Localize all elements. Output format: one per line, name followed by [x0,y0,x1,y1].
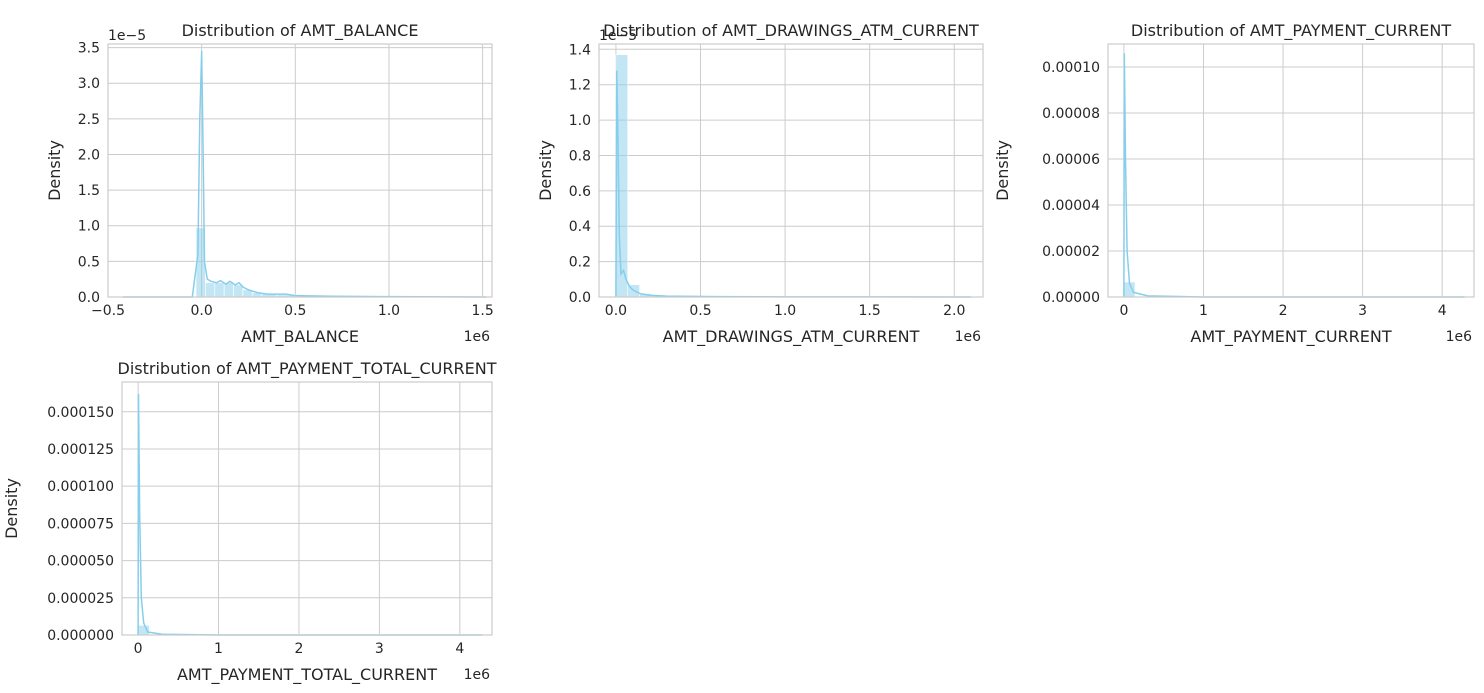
chart-title: Distribution of AMT_PAYMENT_TOTAL_CURREN… [118,359,497,379]
subplot-2: 0.0 0.5 1.0 1.5 2.0 0.0 0.2 0.4 0.6 0.8 1.0 1.2 1.4 D… [536,21,984,347]
gridlines [107,44,492,298]
y-tick-label: 3.0 [78,76,100,92]
y-tick-label: 3.5 [78,41,100,57]
y-tick-label: 0.2 [569,255,591,271]
y-tick-label: 0.00010 [1042,60,1100,76]
gridlines [122,382,492,636]
y-tick-label: 0.00004 [1042,198,1100,214]
kde-line [122,51,487,298]
x-tick-label: 1.5 [472,303,494,319]
kde-line [137,393,483,636]
y-tick-label: 0.000100 [47,479,114,495]
x-tick-label: 4 [455,641,464,657]
subplot-1: −0.5 0.0 0.5 1.0 1.50.00.51.01.52.02.53.03.5… [45,21,494,347]
y-tick-label: 2.5 [78,112,100,128]
histogram-bar [233,284,244,298]
y-tick-label: 1.2 [569,78,591,94]
y-tick-label: 1.4 [569,42,591,58]
y-tick-label: 0.000075 [47,516,114,532]
y-tick-label: 2.0 [78,147,100,163]
y-tick-label: 0.0 [569,290,591,306]
x-tick-label: 4 [1438,303,1447,319]
x-tick-label: 0.0 [191,303,213,319]
x-tick-label: 0.0 [605,303,627,319]
y-tick-label: 1.0 [569,113,591,129]
gridlines [599,44,983,298]
y-tick-label: 0.00006 [1042,152,1100,168]
histogram-bars [615,54,972,298]
plot-frame [1107,43,1475,298]
x-tick-label: 2 [294,641,303,657]
x-tick-label: 0.5 [284,303,306,319]
x-tick-label: −0.5 [91,303,125,319]
y-tick-label: 0.6 [569,184,591,200]
plot-frame [598,43,984,298]
histogram-bar [214,282,225,298]
histogram-bars [122,227,487,298]
y-offset-label: 1e−5 [108,28,146,44]
x-tick-label: 0.5 [689,303,711,319]
subplot-3: 0 1 2 3 4 0.00000 0.00002 0.00004 0.00006 0.00008… [993,21,1475,347]
x-tick-label: 1.0 [774,303,796,319]
y-tick-label: 0.0 [78,290,100,306]
x-tick-label: 1.0 [378,303,400,319]
chart-title: Distribution of AMT_PAYMENT_CURRENT [1131,21,1451,41]
x-offset-label: 1e6 [464,667,491,683]
y-tick-label: 0.00008 [1042,106,1100,122]
chart-title: Distribution of AMT_DRAWINGS_ATM_CURRENT [603,21,979,41]
histogram-bar [223,282,234,298]
y-tick-label: 0.000050 [47,554,114,570]
chart-title: Distribution of AMT_BALANCE [182,21,419,41]
x-tick-label: 0 [1119,303,1128,319]
y-axis-label: Density [536,140,555,201]
y-offset-label: 1e−5 [599,28,637,44]
x-axis-label: AMT_BALANCE [241,327,359,347]
y-axis-label: Density [45,140,64,201]
histogram-bars [137,625,483,636]
x-tick-label: 2 [1279,303,1288,319]
x-tick-label: 2.0 [943,303,965,319]
y-tick-label: 0.00002 [1042,244,1100,260]
y-tick-label: 0.8 [569,148,591,164]
subplot-4: 0 1 2 3 4 0.000000 0.000025 0.000050 0.000075 0.0… [2,359,497,685]
x-tick-label: 3 [1358,303,1367,319]
y-tick-label: 0.000150 [47,405,114,421]
y-axis-label: Density [2,478,21,539]
gridlines [1108,44,1474,298]
y-tick-label: 0.00000 [1042,290,1100,306]
x-tick-label: 3 [375,641,384,657]
x-offset-label: 1e6 [955,329,982,345]
kde-line [1123,53,1465,298]
x-offset-label: 1e6 [464,329,491,345]
x-axis-label: AMT_DRAWINGS_ATM_CURRENT [663,327,920,347]
y-axis-label: Density [993,140,1012,201]
x-axis-label: AMT_PAYMENT_CURRENT [1190,327,1391,347]
histogram-bars [1123,281,1465,298]
y-tick-label: 0.000125 [47,442,114,458]
x-tick-label: 1.5 [859,303,881,319]
y-tick-label: 0.000000 [47,628,114,644]
histogram-bar [205,282,216,298]
x-tick-label: 1 [1199,303,1208,319]
x-offset-label: 1e6 [1446,329,1473,345]
y-tick-label: 0.4 [569,219,591,235]
x-axis-label: AMT_PAYMENT_TOTAL_CURRENT [177,665,437,685]
y-tick-label: 0.000025 [47,591,114,607]
y-tick-label: 1.0 [78,219,100,235]
x-tick-label: 0 [134,641,143,657]
y-tick-label: 1.5 [78,183,100,199]
x-tick-label: 1 [214,641,223,657]
kde-line [615,70,972,298]
y-tick-label: 0.5 [78,254,100,270]
plot-frame [107,43,493,298]
plot-frame [121,381,493,636]
